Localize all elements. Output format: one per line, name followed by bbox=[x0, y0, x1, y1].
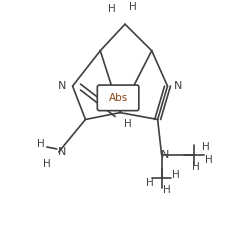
Text: N: N bbox=[57, 147, 66, 157]
Text: N: N bbox=[58, 81, 66, 91]
Text: N: N bbox=[160, 150, 168, 160]
Text: H: H bbox=[192, 162, 199, 172]
Text: H: H bbox=[124, 119, 131, 129]
Text: H: H bbox=[171, 170, 178, 180]
Text: H: H bbox=[145, 178, 153, 188]
Text: H: H bbox=[202, 142, 209, 152]
Text: Abs: Abs bbox=[108, 93, 127, 103]
Text: H: H bbox=[162, 185, 170, 195]
Text: H: H bbox=[108, 4, 116, 15]
Text: H: H bbox=[204, 155, 212, 165]
Text: H: H bbox=[37, 139, 45, 149]
Text: N: N bbox=[173, 81, 181, 91]
Text: H: H bbox=[128, 2, 136, 12]
FancyBboxPatch shape bbox=[97, 85, 138, 111]
Text: H: H bbox=[43, 159, 50, 169]
